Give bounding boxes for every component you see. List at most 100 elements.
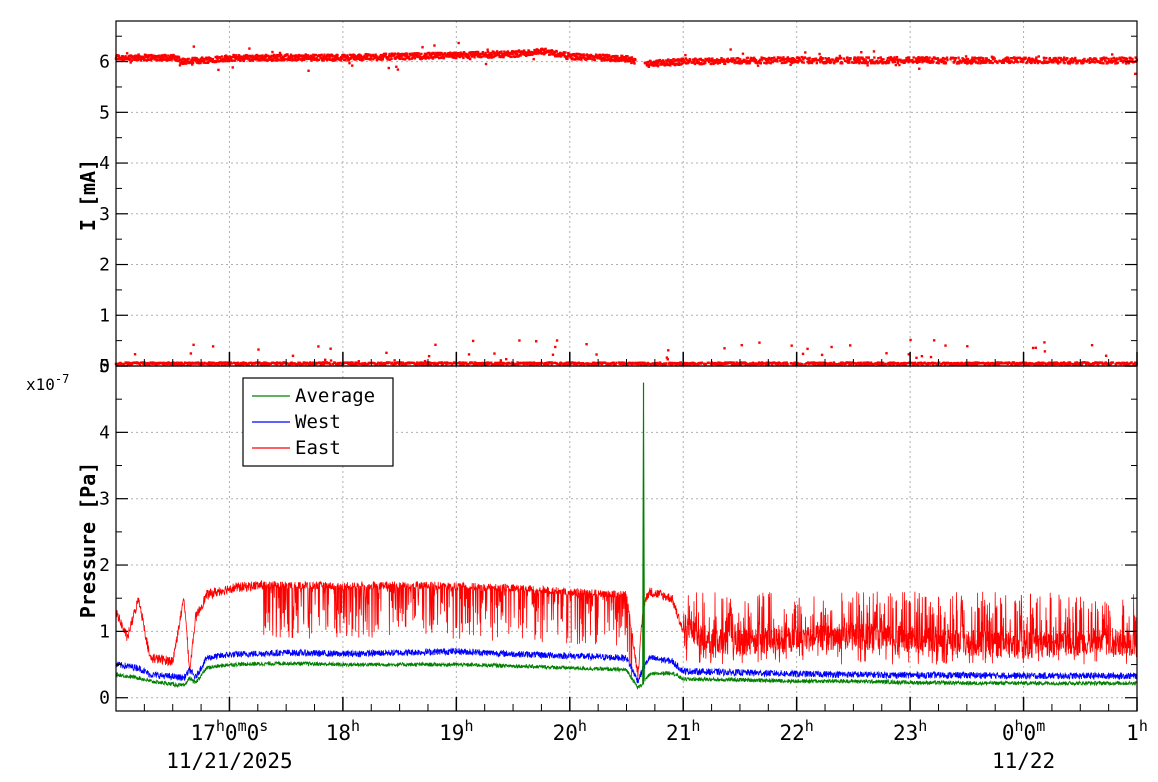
- current-point-high: [490, 56, 493, 59]
- current-point-low: [185, 361, 188, 365]
- current-point-high: [843, 59, 847, 62]
- current-point-high: [411, 52, 414, 55]
- current-point-high: [242, 59, 246, 63]
- current-point-high: [476, 55, 479, 58]
- current-point-high: [372, 58, 375, 61]
- current-point-low: [384, 362, 387, 365]
- current-point-low: [549, 361, 552, 364]
- current-point-high: [300, 58, 304, 62]
- current-point-high: [735, 57, 738, 60]
- current-point-high: [1079, 59, 1082, 62]
- current-point-low: [394, 361, 398, 365]
- current-point-high: [890, 58, 893, 62]
- current-point-high: [461, 55, 464, 58]
- current-point-low: [119, 362, 123, 366]
- current-point-high: [681, 57, 685, 61]
- current-point-high: [917, 56, 920, 59]
- current-point-low: [747, 363, 750, 366]
- current-point-high: [564, 51, 567, 54]
- current-point-low: [1013, 362, 1016, 365]
- current-point-low: [995, 361, 998, 364]
- current-point-high: [1127, 62, 1131, 65]
- current-point-low: [430, 362, 434, 365]
- current-point-high: [931, 57, 934, 61]
- current-point-high: [921, 60, 924, 64]
- current-point-high: [752, 56, 756, 60]
- current-point-high: [649, 59, 652, 63]
- current-point-low: [593, 363, 596, 366]
- current-point-high: [591, 58, 594, 61]
- current-point-high: [146, 58, 150, 62]
- current-point-high: [180, 58, 183, 62]
- current-point-high: [603, 56, 606, 60]
- current-point-low: [818, 361, 821, 364]
- current-point-high: [624, 60, 627, 63]
- current-point-low: [534, 362, 537, 365]
- y-tick-label: 4: [99, 422, 110, 443]
- current-point-high: [1012, 61, 1015, 64]
- current-point-high: [647, 65, 651, 69]
- current-point-high: [730, 57, 733, 60]
- current-point-low: [804, 363, 807, 366]
- current-point-high: [1062, 56, 1066, 59]
- current-point-low: [191, 361, 195, 365]
- current-point-high: [624, 56, 628, 59]
- current-point-high: [1111, 53, 1114, 56]
- current-point-high: [231, 59, 234, 62]
- current-point-low: [861, 362, 864, 365]
- current-point-low: [824, 362, 828, 365]
- current-point-low: [785, 361, 788, 364]
- current-point-high: [201, 57, 204, 60]
- current-point-high: [797, 56, 801, 60]
- current-point-low: [1106, 362, 1109, 365]
- current-point-low: [876, 361, 880, 364]
- current-point-low: [730, 362, 733, 366]
- current-point-high: [1089, 57, 1092, 60]
- current-point-low: [929, 355, 933, 359]
- current-point-low: [1068, 361, 1072, 364]
- current-point-high: [1124, 59, 1127, 63]
- current-point-high: [327, 58, 331, 61]
- current-point-high: [846, 56, 849, 59]
- current-point-high: [417, 52, 421, 55]
- current-point-low: [944, 344, 947, 347]
- current-point-low: [974, 363, 977, 366]
- current-point-high: [217, 68, 220, 72]
- current-point-high: [289, 53, 293, 56]
- current-point-high: [702, 59, 705, 62]
- current-point-low: [693, 362, 697, 366]
- current-point-low: [762, 362, 766, 365]
- current-point-high: [192, 45, 196, 48]
- current-point-high: [671, 60, 675, 64]
- current-point-high: [711, 59, 714, 63]
- current-point-high: [677, 58, 680, 61]
- current-point-low: [665, 356, 669, 359]
- current-point-low: [183, 361, 187, 364]
- current-point-high: [1043, 59, 1046, 62]
- current-point-low: [291, 354, 295, 358]
- current-point-high: [320, 53, 323, 57]
- current-point-low: [445, 362, 448, 366]
- current-point-high: [798, 57, 801, 61]
- x-tick-label: 17h0m0s: [191, 717, 269, 745]
- current-point-low: [491, 363, 495, 366]
- current-point-high: [578, 57, 581, 61]
- current-point-low: [461, 361, 464, 364]
- current-point-high: [827, 57, 830, 60]
- current-point-high: [419, 55, 422, 59]
- current-point-high: [434, 54, 437, 57]
- current-point-low: [962, 362, 965, 365]
- current-point-high: [970, 58, 973, 62]
- current-point-high: [615, 56, 618, 60]
- current-point-low: [770, 362, 774, 366]
- current-point-low: [594, 363, 598, 366]
- current-point-low: [365, 363, 368, 366]
- current-point-high: [279, 59, 282, 62]
- current-point-high: [763, 61, 766, 65]
- current-point-high: [754, 58, 758, 62]
- current-point-low: [833, 362, 836, 366]
- current-point-high: [476, 50, 480, 54]
- current-point-high: [395, 56, 399, 59]
- current-point-high: [305, 57, 309, 61]
- current-point-low: [1059, 362, 1062, 366]
